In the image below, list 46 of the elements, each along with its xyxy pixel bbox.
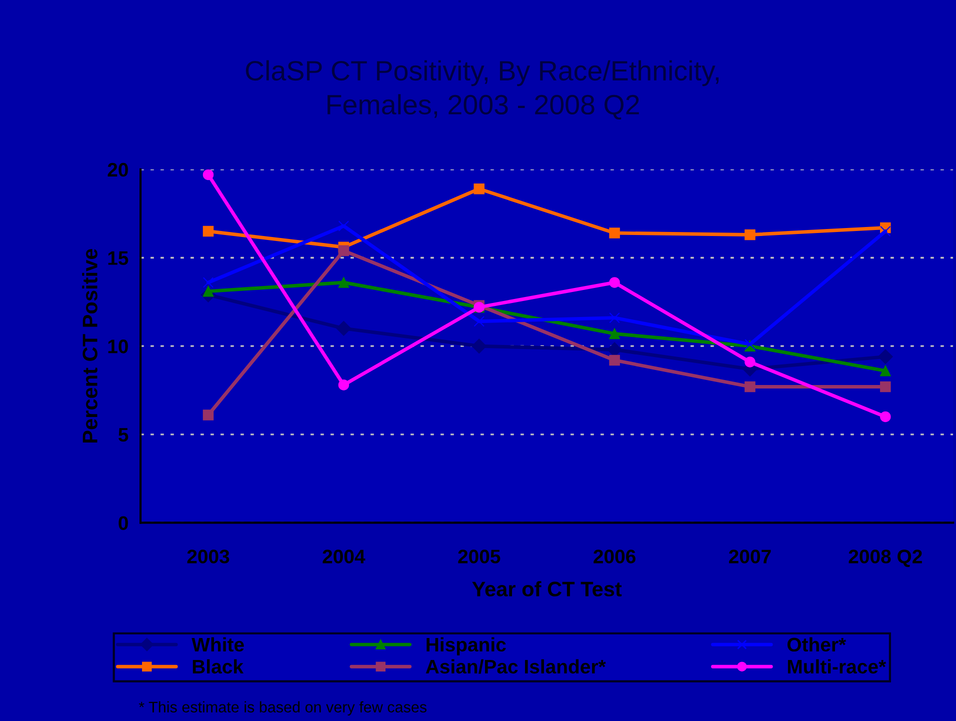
x-tick-label: 2005	[458, 550, 500, 564]
legend-label: Asian/Pac Islander*	[426, 659, 606, 674]
legend-label: Black	[192, 659, 244, 674]
y-axis-title: Percent CT Positive	[82, 248, 98, 443]
point	[338, 220, 350, 232]
point	[880, 226, 891, 237]
point	[338, 245, 350, 256]
point	[202, 169, 214, 180]
point	[474, 316, 484, 327]
legend-label: Hispanic	[426, 637, 506, 656]
point	[338, 380, 350, 390]
y-tick-label: 15	[108, 251, 128, 265]
x-tick-label: 2008 Q2	[848, 550, 922, 568]
text: * This estimate is based on very few cases	[138, 701, 427, 716]
point	[474, 183, 484, 194]
y-tick-label: 20	[108, 162, 128, 177]
chart-title: ClaSP CT Positivity, By Race/Ethnicity, Females, 2003 - 2008 Q2	[246, 60, 719, 120]
x-tick-label: 2006	[594, 550, 636, 564]
point	[744, 381, 756, 392]
point	[202, 410, 214, 420]
point	[472, 338, 487, 354]
legend-label: Multi-race*	[788, 659, 886, 674]
point	[609, 328, 620, 340]
point	[744, 356, 756, 368]
point	[609, 277, 620, 288]
y-tick-label: 5	[118, 428, 128, 442]
point	[609, 354, 620, 366]
y-tick-label: 10	[108, 340, 128, 354]
point	[880, 381, 891, 392]
y-tick-label: 0	[118, 516, 128, 530]
point	[880, 365, 891, 376]
x-tick-label: 2003	[187, 550, 230, 564]
x-axis-title: Year of CT Test	[472, 581, 622, 596]
legend-label: Other*	[787, 637, 846, 652]
legend-label: White	[192, 637, 244, 652]
point	[338, 277, 350, 288]
point	[880, 411, 891, 422]
x-tick-label: 2004	[322, 550, 366, 564]
point	[202, 277, 214, 288]
point	[202, 226, 214, 237]
point	[744, 229, 756, 240]
x-tick-label: 2007	[729, 550, 771, 564]
point	[336, 321, 352, 336]
point	[878, 349, 893, 364]
point	[609, 228, 620, 238]
point	[609, 312, 620, 324]
